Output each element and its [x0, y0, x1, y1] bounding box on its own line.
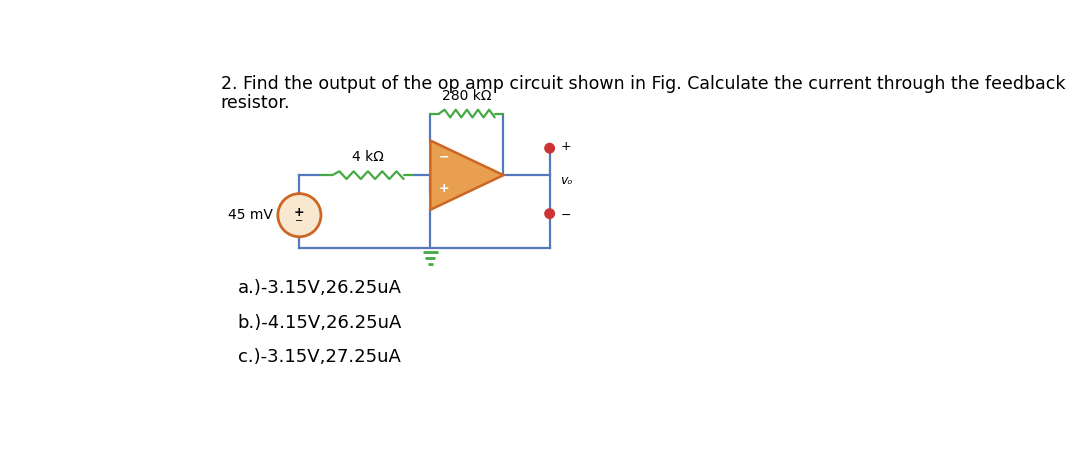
- Circle shape: [545, 144, 554, 153]
- Circle shape: [278, 193, 321, 237]
- Text: b.)-4.15V,26.25uA: b.)-4.15V,26.25uA: [238, 314, 402, 332]
- Text: 45 mV: 45 mV: [228, 208, 273, 222]
- Text: −: −: [561, 209, 571, 222]
- Text: −: −: [295, 216, 303, 226]
- Text: a.)-3.15V,26.25uA: a.)-3.15V,26.25uA: [238, 279, 402, 297]
- Text: +: +: [561, 140, 571, 153]
- Text: +: +: [438, 182, 449, 195]
- Text: c.)-3.15V,27.25uA: c.)-3.15V,27.25uA: [238, 348, 401, 366]
- Text: 280 kΩ: 280 kΩ: [442, 89, 491, 103]
- Text: resistor.: resistor.: [220, 94, 291, 113]
- Polygon shape: [430, 140, 503, 210]
- Text: −: −: [438, 151, 449, 164]
- Text: 4 kΩ: 4 kΩ: [352, 150, 383, 164]
- Circle shape: [545, 209, 554, 218]
- Text: +: +: [294, 206, 305, 219]
- Text: 2. Find the output of the op amp circuit shown in Fig. Calculate the current thr: 2. Find the output of the op amp circuit…: [220, 75, 1065, 93]
- Text: vₒ: vₒ: [561, 174, 572, 187]
